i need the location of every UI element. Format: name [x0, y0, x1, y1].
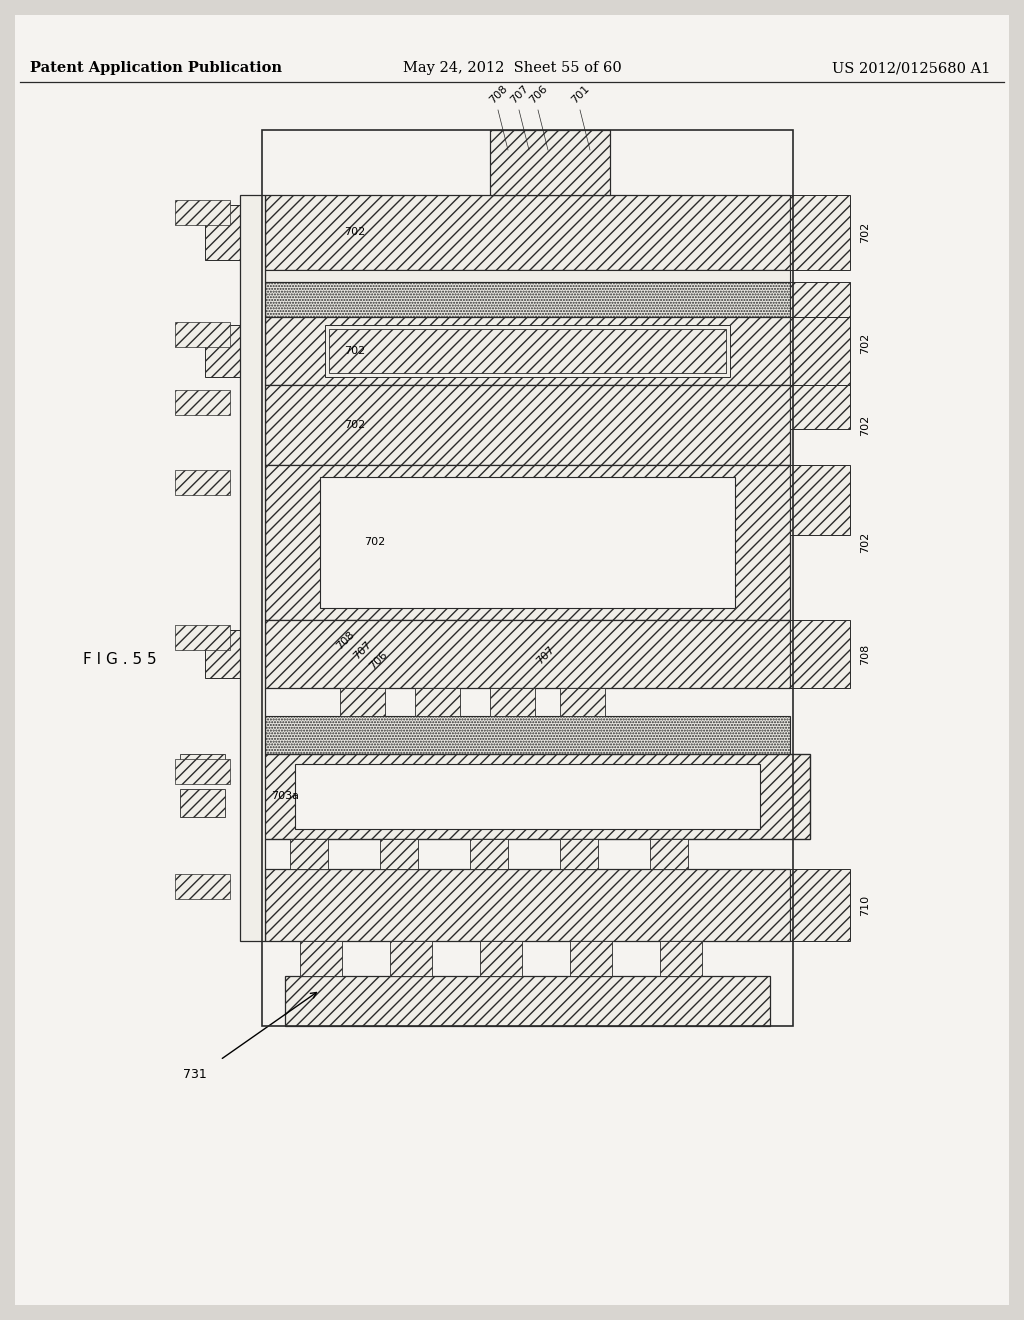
Text: 702: 702: [860, 222, 870, 243]
Bar: [265, 620, 790, 688]
Bar: [319, 477, 735, 609]
Bar: [790, 385, 850, 429]
Text: 708: 708: [860, 643, 870, 665]
Bar: [470, 840, 508, 869]
Bar: [650, 840, 688, 869]
Text: May 24, 2012  Sheet 55 of 60: May 24, 2012 Sheet 55 of 60: [402, 61, 622, 75]
Bar: [265, 195, 790, 271]
Bar: [790, 465, 850, 535]
Bar: [790, 869, 850, 941]
Bar: [265, 465, 790, 620]
Text: 710: 710: [860, 895, 870, 916]
Text: 707: 707: [534, 644, 556, 667]
Bar: [180, 789, 225, 817]
Bar: [490, 688, 535, 715]
Bar: [790, 317, 850, 385]
Bar: [265, 317, 790, 385]
Bar: [265, 715, 790, 754]
Text: 702: 702: [860, 414, 870, 436]
Text: 702: 702: [860, 333, 870, 354]
Text: 701: 701: [569, 83, 591, 106]
Bar: [790, 282, 850, 317]
Bar: [490, 129, 610, 195]
Text: 707: 707: [508, 83, 530, 106]
Text: 706: 706: [367, 649, 389, 671]
Bar: [265, 385, 790, 465]
Bar: [285, 975, 770, 1026]
Text: US 2012/0125680 A1: US 2012/0125680 A1: [831, 61, 990, 75]
Bar: [262, 129, 793, 1026]
Text: 702: 702: [344, 420, 366, 430]
Bar: [290, 840, 328, 869]
Text: 708: 708: [334, 628, 356, 651]
Text: 703a: 703a: [271, 791, 299, 801]
Bar: [205, 205, 265, 260]
Bar: [180, 754, 225, 781]
Bar: [325, 325, 730, 378]
Bar: [175, 389, 230, 414]
Bar: [560, 688, 605, 715]
Bar: [265, 282, 790, 317]
Bar: [175, 624, 230, 649]
Bar: [560, 840, 598, 869]
Bar: [300, 941, 342, 975]
Bar: [790, 195, 850, 271]
Bar: [380, 840, 418, 869]
Bar: [175, 201, 230, 224]
Text: 702: 702: [860, 532, 870, 553]
Text: 702: 702: [365, 537, 386, 546]
Bar: [205, 630, 265, 678]
Text: 706: 706: [527, 83, 549, 106]
Bar: [340, 688, 385, 715]
Bar: [790, 620, 850, 688]
Text: 708: 708: [487, 83, 509, 106]
Text: 702: 702: [344, 346, 366, 356]
Bar: [245, 754, 810, 840]
Text: 707: 707: [351, 639, 373, 661]
Bar: [175, 470, 230, 495]
Text: Patent Application Publication: Patent Application Publication: [30, 61, 282, 75]
Bar: [415, 688, 460, 715]
Bar: [265, 869, 790, 941]
Bar: [390, 941, 432, 975]
Bar: [490, 129, 610, 195]
Bar: [175, 322, 230, 347]
Text: 702: 702: [344, 227, 366, 238]
Bar: [240, 195, 265, 941]
Bar: [570, 941, 612, 975]
Bar: [175, 874, 230, 899]
Bar: [175, 759, 230, 784]
Text: 731: 731: [183, 1068, 207, 1081]
Bar: [480, 941, 522, 975]
Bar: [265, 271, 790, 282]
Bar: [660, 941, 702, 975]
Text: F I G . 5 5: F I G . 5 5: [83, 652, 157, 668]
Bar: [295, 764, 760, 829]
Bar: [205, 325, 265, 378]
Bar: [329, 329, 726, 374]
